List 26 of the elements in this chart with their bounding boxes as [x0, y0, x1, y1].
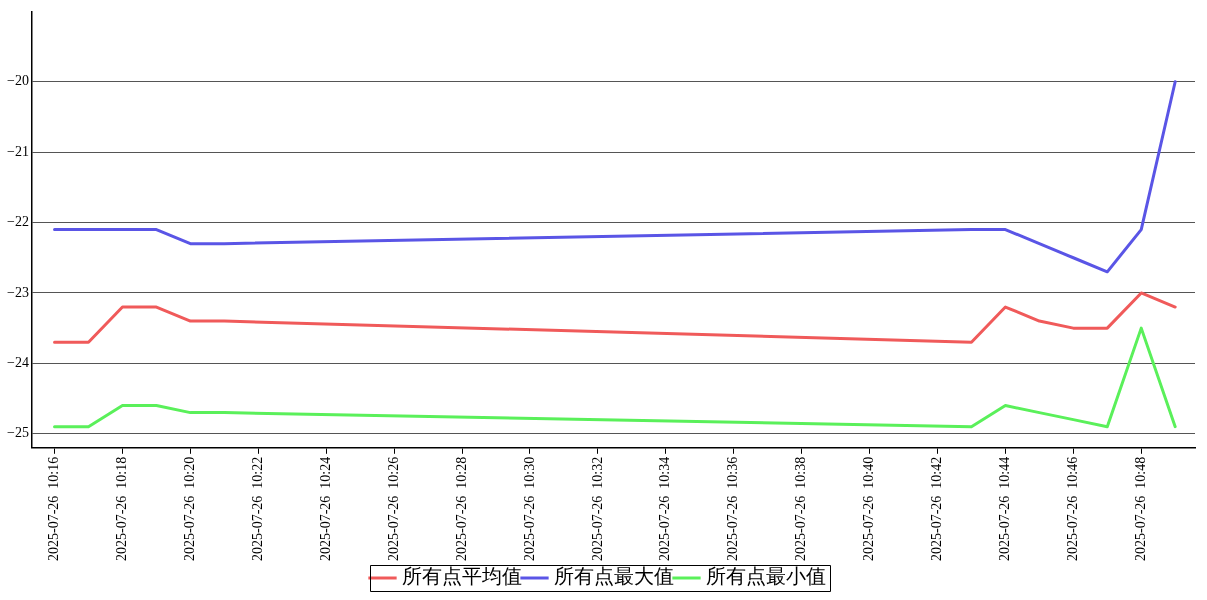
x-tick-label: 2025-07-26 10:38 [793, 456, 809, 561]
x-tick-label: 2025-07-26 10:40 [861, 456, 877, 561]
x-tick-label: 2025-07-26 10:18 [114, 456, 130, 561]
legend-label: 所有点平均值 [401, 565, 522, 588]
x-tick-label: 2025-07-26 10:30 [521, 456, 537, 561]
x-tick-label: 2025-07-26 10:44 [997, 456, 1013, 561]
x-tick-label: 2025-07-26 10:24 [317, 456, 333, 561]
y-tick-label: −23 [6, 284, 29, 300]
x-tick-label: 2025-07-26 10:22 [249, 456, 265, 561]
x-tick-label: 2025-07-26 10:20 [182, 456, 198, 561]
legend-label: 所有点最大值 [553, 565, 674, 588]
x-tick-label: 2025-07-26 10:46 [1064, 456, 1080, 561]
y-tick-label: −20 [6, 73, 29, 89]
x-tick-label: 2025-07-26 10:16 [46, 456, 62, 561]
y-tick-label: −25 [6, 425, 29, 441]
legend-label: 所有点最小值 [705, 565, 826, 588]
y-tick-label: −21 [6, 143, 29, 159]
x-tick-label: 2025-07-26 10:48 [1132, 456, 1148, 561]
x-tick-label: 2025-07-26 10:28 [453, 456, 469, 561]
y-tick-label: −22 [6, 214, 29, 230]
x-tick-label: 2025-07-26 10:36 [725, 456, 741, 561]
x-tick-label: 2025-07-26 10:32 [589, 456, 605, 561]
y-tick-label: −24 [6, 355, 29, 370]
x-tick-label: 2025-07-26 10:42 [929, 456, 945, 561]
x-tick-label: 2025-07-26 10:26 [385, 456, 401, 561]
x-tick-label: 2025-07-26 10:34 [657, 456, 673, 561]
